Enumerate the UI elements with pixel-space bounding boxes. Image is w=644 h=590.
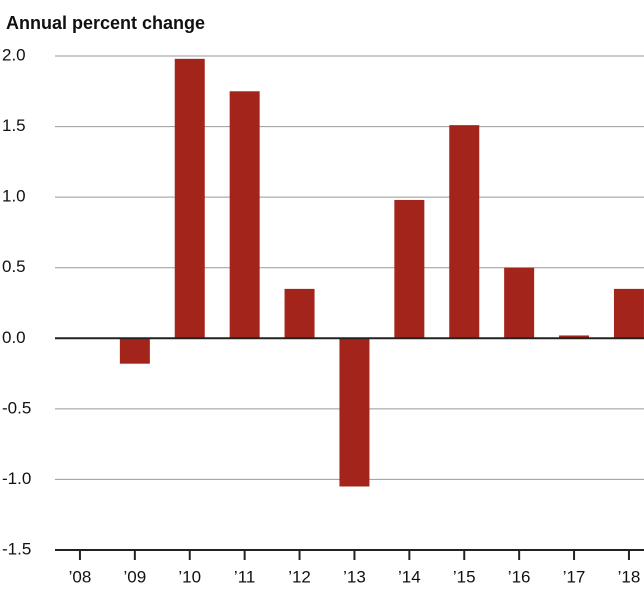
bar bbox=[229, 91, 260, 339]
x-tick-label: ’12 bbox=[288, 567, 311, 586]
bar bbox=[504, 267, 535, 339]
bar bbox=[174, 58, 205, 339]
x-tick-label: ’10 bbox=[178, 567, 201, 586]
chart-title: Annual percent change bbox=[6, 13, 205, 33]
x-tick-label: ’09 bbox=[124, 567, 147, 586]
y-tick-label: 1.0 bbox=[2, 187, 26, 206]
y-tick-label: 0.0 bbox=[2, 328, 26, 347]
y-tick-label: -1.5 bbox=[2, 539, 31, 558]
bar bbox=[449, 125, 480, 339]
bar bbox=[613, 288, 644, 339]
bar bbox=[119, 338, 150, 364]
y-tick-label: 1.5 bbox=[2, 116, 26, 135]
x-tick-label: ’15 bbox=[453, 567, 476, 586]
y-tick-label: 2.0 bbox=[2, 45, 26, 64]
y-tick-label: -0.5 bbox=[2, 398, 31, 417]
x-tick-label: ’16 bbox=[508, 567, 531, 586]
bar bbox=[339, 338, 370, 487]
x-tick-label: ’08 bbox=[69, 567, 92, 586]
x-tick-label: ’17 bbox=[563, 567, 586, 586]
x-tick-label: ’14 bbox=[398, 567, 421, 586]
bar bbox=[284, 288, 315, 339]
bar bbox=[394, 199, 425, 339]
bar bbox=[559, 335, 590, 339]
y-tick-label: 0.5 bbox=[2, 257, 26, 276]
x-tick-label: ’11 bbox=[234, 567, 255, 586]
y-tick-label: -1.0 bbox=[2, 469, 31, 488]
x-tick-label: ’18 bbox=[618, 567, 641, 586]
x-tick-label: ’13 bbox=[343, 567, 366, 586]
